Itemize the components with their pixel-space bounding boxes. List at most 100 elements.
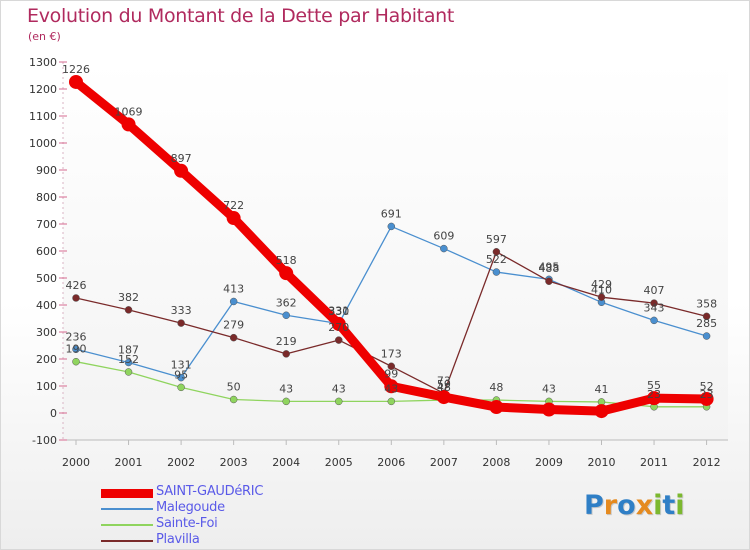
data-label-saint-gaud-ric: 52 bbox=[700, 380, 714, 393]
data-point-malegoude bbox=[72, 345, 80, 354]
x-tick-label: 2011 bbox=[640, 456, 668, 469]
data-point-plavilla bbox=[335, 336, 343, 344]
y-tick-label: 900 bbox=[36, 164, 57, 177]
legend-swatch bbox=[101, 488, 153, 498]
data-label-sainte-foi: 190 bbox=[66, 343, 87, 356]
y-tick-label: -100 bbox=[32, 434, 57, 447]
x-tick-label: 2009 bbox=[535, 456, 563, 469]
data-label-plavilla: 333 bbox=[171, 304, 192, 317]
plot-area bbox=[63, 62, 728, 440]
y-tick-label: 1200 bbox=[29, 83, 57, 96]
data-label-sainte-foi: 50 bbox=[227, 381, 241, 394]
data-label-malegoude: 131 bbox=[171, 359, 192, 372]
data-label-plavilla: 407 bbox=[644, 284, 665, 297]
y-tick-label: 400 bbox=[36, 299, 57, 312]
data-label-malegoude: 187 bbox=[118, 344, 139, 357]
y-tick-label: 1100 bbox=[29, 110, 57, 123]
logo-letter: x bbox=[635, 490, 654, 521]
chart-subtitle: (en €) bbox=[28, 30, 61, 43]
data-label-sainte-foi: 95 bbox=[174, 368, 188, 381]
data-label-plavilla: 382 bbox=[118, 291, 139, 304]
legend-item-sainte-foi: Sainte-Foi bbox=[101, 516, 321, 533]
data-label-sainte-foi: 23 bbox=[700, 388, 714, 401]
data-label-plavilla: 73 bbox=[437, 374, 451, 387]
legend-label: SAINT-GAUDéRIC bbox=[156, 484, 264, 499]
data-label-plavilla: 488 bbox=[538, 262, 559, 275]
y-tick-label: 300 bbox=[36, 326, 57, 339]
data-point-sainte-foi bbox=[335, 397, 343, 406]
y-tick-label: 500 bbox=[36, 272, 57, 285]
legend-swatch bbox=[101, 540, 153, 542]
data-point-sainte-foi bbox=[124, 368, 133, 376]
data-label-sainte-foi: 43 bbox=[542, 382, 556, 395]
legend: SAINT-GAUDéRIC Malegoude Sainte-Foi Plavill… bbox=[101, 484, 321, 549]
legend-item-saint-gaud-ric: SAINT-GAUDéRIC bbox=[101, 484, 321, 501]
data-point-plavilla bbox=[177, 319, 185, 327]
data-label-malegoude: 495 bbox=[538, 260, 559, 273]
data-point-saint-gaud-ric bbox=[121, 117, 136, 132]
data-label-malegoude: 609 bbox=[433, 230, 454, 243]
data-point-saint-gaud-ric bbox=[647, 391, 662, 406]
data-point-saint-gaud-ric bbox=[331, 316, 346, 331]
data-label-saint-gaud-ric: 330 bbox=[328, 305, 349, 318]
legend-label: Plavilla bbox=[156, 532, 200, 547]
data-label-plavilla: 173 bbox=[381, 347, 402, 360]
data-label-plavilla: 358 bbox=[696, 297, 717, 310]
legend-swatch bbox=[101, 508, 153, 510]
data-point-saint-gaud-ric bbox=[489, 400, 504, 415]
data-label-malegoude: 343 bbox=[644, 301, 665, 314]
data-label-sainte-foi: 43 bbox=[279, 382, 293, 395]
legend-label: Malegoude bbox=[156, 500, 225, 515]
y-tick-label: 700 bbox=[36, 218, 57, 231]
data-label-malegoude: 285 bbox=[696, 317, 717, 330]
x-tick-label: 2008 bbox=[482, 456, 510, 469]
data-label-sainte-foi: 43 bbox=[332, 382, 346, 395]
x-tick-label: 2006 bbox=[377, 456, 405, 469]
data-label-malegoude: 413 bbox=[223, 282, 244, 295]
logo-letter: i bbox=[675, 490, 685, 521]
data-point-plavilla bbox=[72, 294, 80, 302]
data-label-plavilla: 219 bbox=[276, 335, 297, 348]
data-label-saint-gaud-ric: 1226 bbox=[62, 63, 90, 76]
data-point-saint-gaud-ric bbox=[541, 402, 556, 417]
data-label-saint-gaud-ric: 1069 bbox=[115, 105, 143, 118]
chart-title: Evolution du Montant de la Dette par Hab… bbox=[27, 5, 455, 27]
data-label-sainte-foi: 48 bbox=[489, 381, 503, 394]
data-point-plavilla bbox=[229, 333, 238, 342]
x-tick-label: 2003 bbox=[220, 456, 248, 469]
data-label-sainte-foi: 23 bbox=[647, 388, 661, 401]
y-tick-label: 1000 bbox=[29, 137, 57, 150]
data-label-sainte-foi: 41 bbox=[595, 383, 609, 396]
data-point-plavilla bbox=[282, 350, 290, 358]
y-tick-label: 1300 bbox=[29, 56, 57, 69]
data-point-malegoude bbox=[650, 316, 658, 325]
x-tick-label: 2000 bbox=[62, 456, 90, 469]
data-point-malegoude bbox=[282, 311, 290, 320]
y-tick-label: 100 bbox=[36, 380, 57, 393]
x-tick-label: 2005 bbox=[325, 456, 353, 469]
data-point-saint-gaud-ric bbox=[699, 391, 714, 406]
logo-letter: P bbox=[584, 490, 604, 521]
data-point-malegoude bbox=[124, 358, 133, 367]
logo-letter: r bbox=[603, 490, 618, 521]
x-tick-label: 2007 bbox=[430, 456, 458, 469]
data-point-sainte-foi bbox=[387, 397, 396, 406]
x-tick-label: 2002 bbox=[167, 456, 195, 469]
data-point-sainte-foi bbox=[72, 357, 80, 366]
data-label-saint-gaud-ric: 518 bbox=[276, 254, 297, 267]
legend-swatch bbox=[101, 524, 153, 526]
data-point-saint-gaud-ric bbox=[594, 404, 609, 419]
data-point-plavilla bbox=[650, 299, 658, 307]
data-point-saint-gaud-ric bbox=[226, 211, 241, 226]
data-label-malegoude: 331 bbox=[328, 305, 349, 318]
data-point-sainte-foi bbox=[177, 383, 185, 392]
data-point-saint-gaud-ric bbox=[436, 390, 451, 405]
data-point-malegoude bbox=[440, 244, 448, 253]
data-label-sainte-foi: 48 bbox=[437, 381, 451, 394]
data-point-saint-gaud-ric bbox=[69, 74, 83, 89]
data-point-plavilla bbox=[492, 248, 501, 256]
legend-label: Sainte-Foi bbox=[156, 516, 218, 531]
y-tick-label: 200 bbox=[36, 353, 57, 366]
data-point-malegoude bbox=[387, 222, 396, 231]
